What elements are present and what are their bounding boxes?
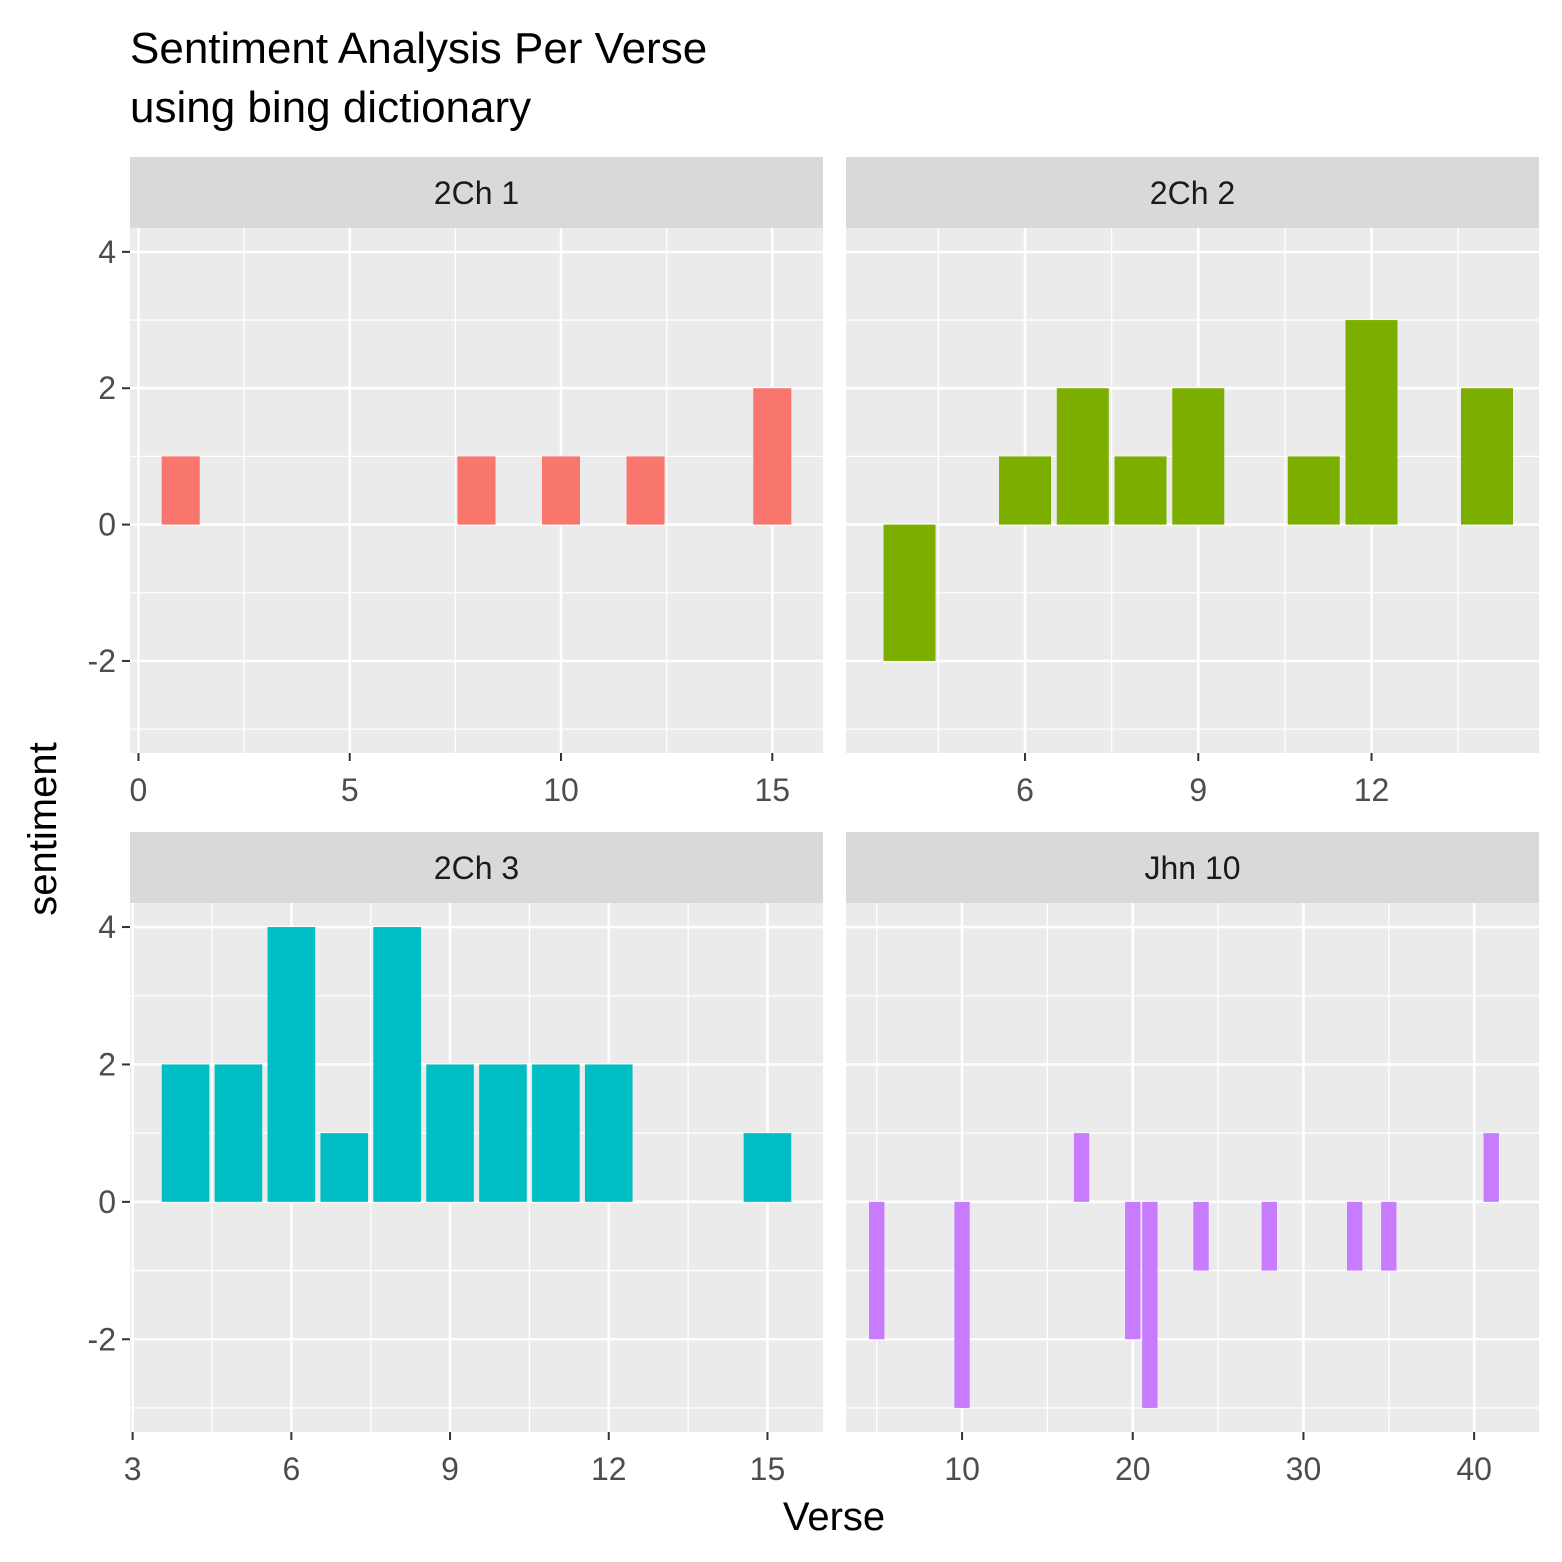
x-tick-label: 40 <box>1456 1451 1492 1487</box>
x-tick-label: 3 <box>124 1451 142 1487</box>
bar <box>743 1133 792 1202</box>
bar <box>1193 1201 1209 1271</box>
facet-strip <box>846 832 1539 903</box>
y-tick-label: 0 <box>98 1184 116 1220</box>
bar <box>626 456 665 525</box>
x-tick-label: 0 <box>130 772 148 808</box>
y-tick-label: 2 <box>98 370 116 406</box>
facet-strip-label: 2Ch 2 <box>1150 175 1235 211</box>
bar <box>1346 1201 1363 1271</box>
bar <box>883 524 936 661</box>
x-tick-label: 10 <box>944 1451 980 1487</box>
bar <box>426 1064 474 1202</box>
y-tick-label: 4 <box>98 909 116 945</box>
bar <box>999 456 1052 525</box>
facet-strip-label: 2Ch 1 <box>434 175 519 211</box>
y-tick-label: 2 <box>98 1046 116 1082</box>
bar <box>161 1064 210 1202</box>
bar <box>320 1133 369 1202</box>
facet-strip-label: 2Ch 3 <box>434 850 519 886</box>
bar <box>532 1064 580 1202</box>
x-axis-title: Verse <box>783 1495 885 1539</box>
chart-subtitle: using bing dictionary <box>130 83 531 132</box>
y-tick-label: -2 <box>88 1321 116 1357</box>
facet-strip <box>130 157 823 228</box>
bar <box>373 927 421 1202</box>
bar <box>1142 1201 1158 1408</box>
bar <box>541 456 581 525</box>
x-tick-label: 9 <box>441 1451 459 1487</box>
x-tick-label: 6 <box>282 1451 300 1487</box>
facet-jhn-10: Jhn 10 10 20 30 40 <box>846 832 1539 1487</box>
bar <box>1461 388 1514 525</box>
facet-strip <box>846 157 1539 228</box>
bar <box>1114 456 1167 525</box>
bar <box>584 1064 633 1202</box>
bar <box>1261 1201 1277 1271</box>
bar <box>479 1064 527 1202</box>
bar <box>1345 320 1398 525</box>
x-tick-label: 6 <box>1016 772 1034 808</box>
facet-strip-label: Jhn 10 <box>1144 850 1240 886</box>
facet-strip <box>130 832 823 903</box>
x-tick-label: 20 <box>1115 1451 1151 1487</box>
x-tick-label: 5 <box>341 772 359 808</box>
bar <box>457 456 496 525</box>
bar <box>753 388 792 525</box>
x-tick-label: 15 <box>754 772 790 808</box>
x-tick-label: 15 <box>750 1451 786 1487</box>
bar <box>267 927 316 1202</box>
bar <box>1073 1133 1090 1202</box>
y-tick-label: 4 <box>98 234 116 270</box>
bar <box>869 1201 885 1340</box>
facet-2ch-2: 2Ch 2 6 9 12 <box>846 157 1539 808</box>
y-axis-title: sentiment <box>21 742 65 915</box>
y-tick-label: -2 <box>88 643 116 679</box>
x-tick-label: 10 <box>543 772 579 808</box>
bar <box>161 456 200 525</box>
bar <box>1483 1133 1499 1202</box>
chart-title: Sentiment Analysis Per Verse <box>130 24 707 73</box>
x-tick-label: 12 <box>1354 772 1390 808</box>
x-tick-label: 12 <box>591 1451 627 1487</box>
facet-2ch-3: 2Ch 3 -2 0 2 4 3 6 9 12 15 <box>88 832 823 1487</box>
bar <box>214 1064 263 1202</box>
bar <box>1125 1201 1141 1340</box>
bar <box>1172 388 1225 525</box>
facet-2ch-1: 2Ch 1 -2 0 2 4 0 5 10 15 <box>88 157 823 808</box>
bar <box>1287 456 1340 525</box>
panel-background <box>846 903 1539 1432</box>
x-tick-label: 30 <box>1286 1451 1322 1487</box>
bar <box>1056 388 1109 525</box>
y-tick-label: 0 <box>98 507 116 543</box>
bar <box>954 1201 970 1408</box>
bar <box>1381 1201 1397 1271</box>
x-tick-label: 9 <box>1189 772 1207 808</box>
